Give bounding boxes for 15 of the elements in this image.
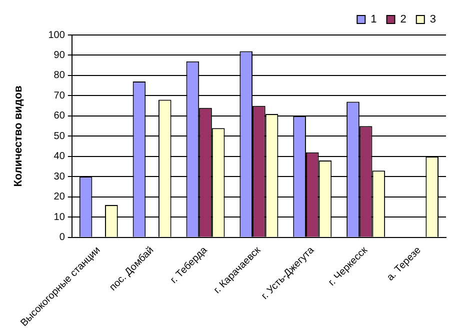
legend-label: 1 [370, 14, 377, 26]
y-tick-label: 40 [54, 151, 66, 162]
y-tick-label: 0 [59, 232, 66, 244]
y-tick-label: 30 [54, 171, 66, 182]
legend-label: 2 [400, 14, 406, 26]
legend-label: 3 [430, 14, 436, 26]
y-axis-title: Количество видов [12, 85, 25, 187]
y-tick-label: 50 [54, 130, 66, 142]
y-tick-label: 90 [54, 50, 66, 61]
y-tick-label: 20 [54, 192, 66, 203]
y-tick-label: 70 [54, 90, 66, 102]
y-tick-label: 10 [54, 212, 66, 223]
y-tick-label: 60 [54, 110, 66, 122]
y-tick-label: 100 [48, 30, 66, 41]
y-tick-label: 80 [54, 70, 66, 82]
